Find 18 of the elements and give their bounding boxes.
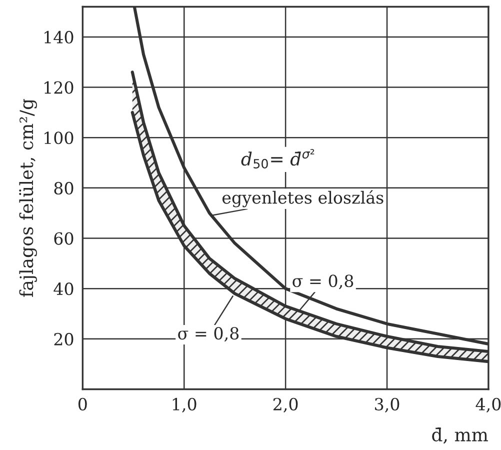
x-axis-title: d̄, mm — [432, 428, 488, 444]
y-tick-label: 40 — [54, 282, 74, 296]
x-tick-label: 0 — [78, 398, 87, 410]
x-tick-label: 3,0 — [375, 398, 400, 413]
y-tick-label: 20 — [54, 332, 74, 346]
y-tick-label: 100 — [44, 132, 74, 144]
y-tick-label: 140 — [44, 30, 74, 44]
y-tick-label: 120 — [44, 81, 74, 94]
x-tick-label: 2,0 — [273, 398, 298, 413]
annotation: σ = 0,8 — [178, 326, 239, 342]
y-tick-label: 60 — [54, 232, 74, 245]
annotation: d$_{50}$= d̄$^{σ²}$ — [241, 149, 314, 168]
annotation: σ = 0,8 — [292, 274, 354, 290]
annotation: egyenletes eloszlás — [222, 190, 384, 208]
y-axis-title: fajlagos felület, cm²/g — [19, 98, 37, 297]
x-tick-label: 4,0 — [476, 398, 501, 413]
y-tick-label: 80 — [54, 182, 74, 195]
x-tick-label: 1,0 — [172, 398, 196, 413]
